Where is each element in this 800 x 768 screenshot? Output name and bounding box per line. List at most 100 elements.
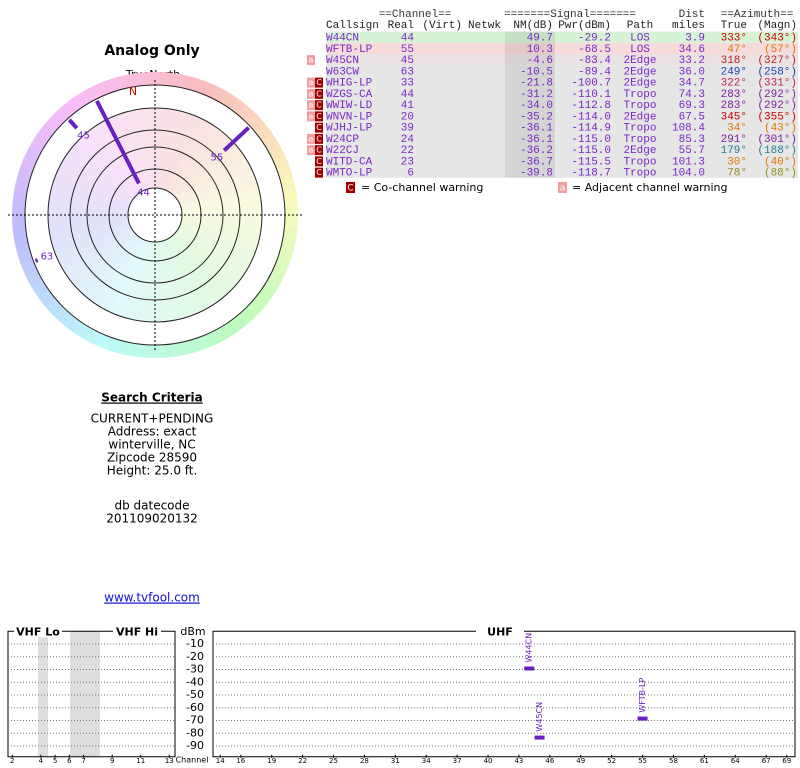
ring-color <box>155 72 169 86</box>
cell-magn: (188°) <box>757 145 797 157</box>
site-link[interactable]: www.tvfool.com <box>104 591 200 605</box>
legend-text: = Co-channel warning <box>361 181 483 194</box>
row-bg <box>326 144 798 156</box>
row-bg <box>326 99 798 111</box>
row-bg <box>326 121 798 133</box>
column-header: Real <box>388 20 414 32</box>
legend-icon <box>346 182 355 193</box>
ring-color <box>280 237 296 253</box>
warn-icon-text: a <box>309 134 314 143</box>
x-tick-label: 67 <box>762 757 771 765</box>
station-ray-label: 55 <box>210 152 223 163</box>
cell-callsign: WWIW-LD <box>326 100 373 112</box>
radar: N 44 45 55 63 <box>8 71 302 358</box>
warn-icon-text: a <box>309 101 314 110</box>
warn-icon-text: a <box>309 112 314 121</box>
ring-color <box>129 342 144 358</box>
warn-icon <box>307 100 315 111</box>
cell-real: 22 <box>401 145 414 157</box>
cell-dist: 67.5 <box>679 111 705 123</box>
radar-title: Analog Only <box>104 43 199 59</box>
ring-fill <box>177 228 248 277</box>
cell-real: 63 <box>401 66 414 78</box>
ring-fill <box>79 132 138 196</box>
x-tick-label: 4 <box>39 757 44 765</box>
ring-fill <box>174 139 238 198</box>
ring-color <box>14 236 30 253</box>
cell-path: 2Edge <box>623 55 656 67</box>
cell-path: Tropo <box>623 156 656 168</box>
cell-magn: (343°) <box>757 33 797 45</box>
x-tick-label: 61 <box>700 757 709 765</box>
cell-callsign: WZGS-CA <box>326 89 373 101</box>
cell-dist: 33.2 <box>679 55 705 67</box>
ring-fill <box>175 146 243 200</box>
ring-color <box>25 269 43 287</box>
ring-color <box>83 85 101 103</box>
ring-fill <box>173 232 237 292</box>
cell-callsign: WJHJ-LP <box>326 123 373 135</box>
cell-true: 291° <box>721 134 747 146</box>
cell-dist: 101.3 <box>672 156 705 168</box>
cell-nm: -10.5 <box>520 66 553 78</box>
column-header: Path <box>627 20 653 32</box>
ring-fill <box>48 214 129 225</box>
warn-icon <box>307 77 315 88</box>
ring-color <box>166 72 181 88</box>
warn-icon-text: C <box>316 112 322 121</box>
cell-true: 78° <box>727 168 747 180</box>
cell-callsign: WNVN-LP <box>326 111 373 123</box>
ring-fill <box>168 122 217 193</box>
x-axis-label: Channel <box>176 756 209 765</box>
ring-fill <box>72 232 136 291</box>
warn-icon <box>315 167 323 178</box>
cell-pwr: -89.4 <box>578 66 611 78</box>
cell-true: 179° <box>721 145 747 157</box>
ring-fill <box>135 241 153 322</box>
column-header: miles <box>672 20 705 32</box>
cell-pwr: -68.5 <box>578 44 611 56</box>
station-ray-label: 63 <box>41 251 54 262</box>
station-ray-label: 44 <box>137 187 150 198</box>
ring-fill <box>78 233 138 297</box>
signal-marker <box>524 666 535 671</box>
warn-icon <box>315 156 323 167</box>
cell-pwr: -100.7 <box>571 78 611 90</box>
cell-nm: -36.1 <box>520 134 553 146</box>
ring-fill <box>157 241 174 322</box>
x-tick-label: 19 <box>267 757 276 765</box>
x-tick-label: 7 <box>81 757 85 765</box>
ring-fill <box>86 127 140 195</box>
x-tick-label: 6 <box>67 757 72 765</box>
x-tick-label: 49 <box>576 757 585 765</box>
criteria-line: CURRENT+PENDING <box>91 412 214 426</box>
x-tick-label: 16 <box>236 757 245 765</box>
criteria-line: Address: exact <box>108 425 197 439</box>
ring-color <box>198 332 216 350</box>
x-tick-label: 31 <box>391 757 400 765</box>
cell-path: Tropo <box>623 89 656 101</box>
cell-pwr: -115.0 <box>571 145 611 157</box>
group-header: ==Azimuth== <box>721 9 794 21</box>
cell-real: 24 <box>401 134 415 146</box>
ring-color <box>283 190 298 205</box>
cell-nm: -36.7 <box>520 156 553 168</box>
ring-fill <box>85 235 140 303</box>
x-tick-label: 2 <box>10 757 14 765</box>
warn-icon <box>315 122 323 133</box>
cell-nm: -21.8 <box>520 78 553 90</box>
cell-callsign: W63CW <box>326 66 359 78</box>
panel-label: VHF Lo <box>16 625 60 638</box>
legend-text: = Adjacent channel warning <box>572 181 728 194</box>
ring-color <box>94 80 112 98</box>
ring-color <box>117 340 133 356</box>
ring-fill <box>145 107 156 189</box>
ring-fill <box>172 234 231 298</box>
datecode-line: db datecode <box>114 499 189 513</box>
ring-color <box>105 336 122 354</box>
cell-real: 39 <box>401 123 414 135</box>
legend-icon-text: C <box>347 184 353 194</box>
x-tick-label: 55 <box>638 757 647 765</box>
ring-color <box>12 225 27 240</box>
cell-path: Tropo <box>623 100 656 112</box>
